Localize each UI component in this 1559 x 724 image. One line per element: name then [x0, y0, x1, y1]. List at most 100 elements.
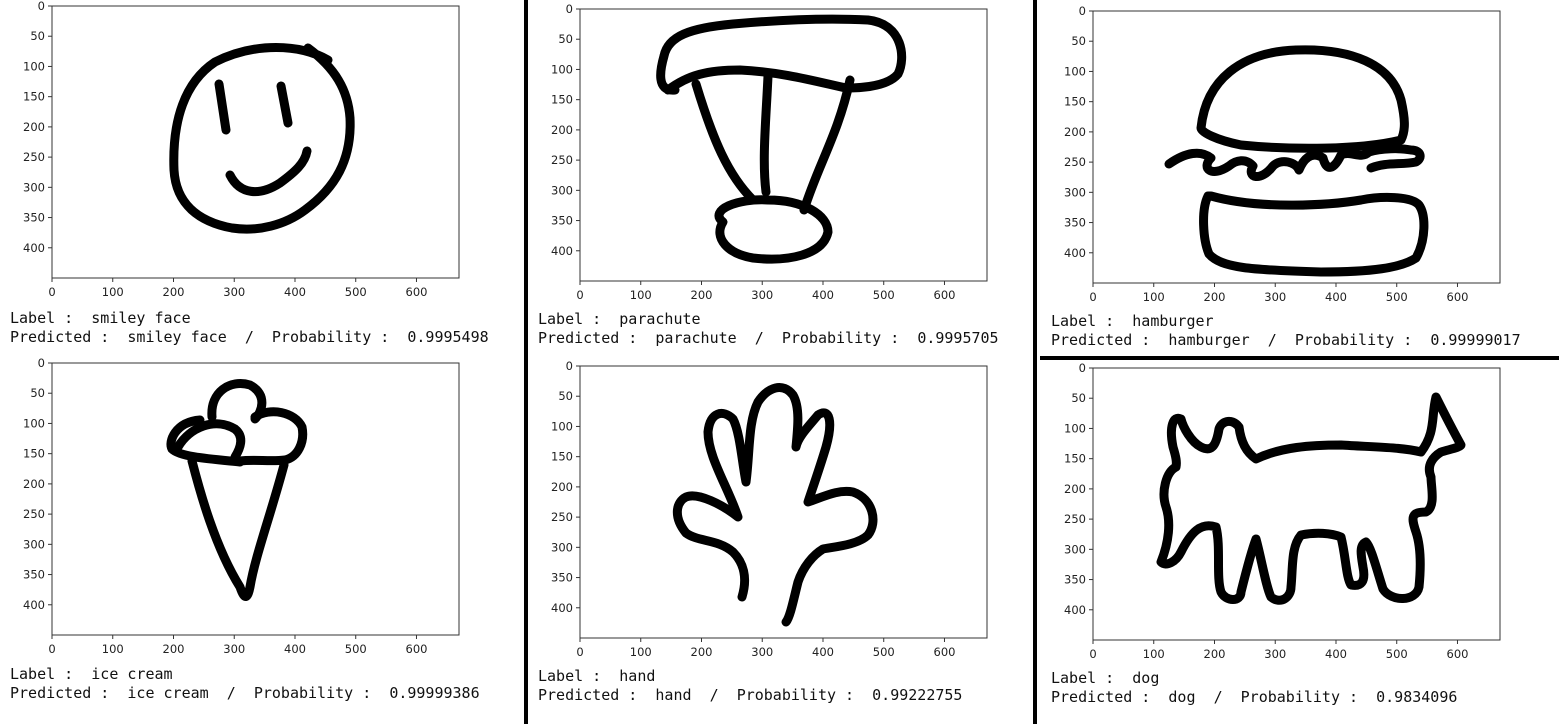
smiley-face-drawing: [169, 43, 355, 234]
y-tick-label: 0: [566, 359, 573, 373]
y-tick-label: 350: [551, 571, 573, 585]
predicted-label: hamburger: [1168, 331, 1250, 349]
y-tick-label: 250: [23, 507, 45, 521]
divider-left: [524, 0, 528, 724]
predicted-label: ice cream: [127, 684, 209, 702]
plot-hand: 0 100 200 300 400 500 600 0 50 100 150 200 250 300 35…: [551, 359, 988, 659]
y-tick-label: 0: [38, 0, 45, 13]
caption: Label : ice cream Predicted : ice cream /…: [10, 665, 480, 703]
probability-value: 0.99999386: [389, 684, 480, 702]
y-tick-label: 350: [23, 211, 45, 225]
y-tick-label: 0: [1079, 4, 1086, 18]
x-tick-label: 400: [812, 288, 834, 302]
panel-parachute: 0 100 200 300 400 500 600 0 50 100 150 200 250 300 35…: [528, 0, 1048, 362]
x-tick-label: 300: [751, 645, 773, 659]
x-axis-ticks: 0 100 200 300 400 500 600: [576, 638, 955, 659]
x-tick-label: 100: [630, 288, 652, 302]
y-tick-label: 150: [551, 93, 573, 107]
y-tick-label: 400: [551, 601, 573, 615]
x-tick-label: 500: [1386, 290, 1408, 304]
y-axis-ticks: 0 50 100 150 200 250 300 350 400: [23, 356, 52, 612]
panel-dog: 0 100 200 300 400 500 600 0 50 100 150 200 250 300 35…: [1041, 357, 1559, 719]
y-tick-label: 50: [1071, 391, 1086, 405]
probability-prefix: Probability :: [1294, 331, 1413, 349]
caption: Label : hand Predicted : hand / Probabili…: [538, 667, 962, 705]
y-tick-label: 100: [551, 62, 573, 76]
x-tick-label: 100: [102, 642, 124, 656]
x-tick-label: 600: [1447, 647, 1469, 661]
y-tick-label: 100: [23, 59, 45, 73]
y-tick-label: 0: [38, 356, 45, 370]
predicted-label: parachute: [655, 329, 737, 347]
separator: /: [1213, 688, 1223, 706]
plot-dog: 0 100 200 300 400 500 600 0 50 100 150 200 250 300 35…: [1064, 361, 1501, 661]
probability-value: 0.9995705: [917, 329, 999, 347]
x-tick-label: 600: [934, 288, 956, 302]
true-label: dog: [1132, 669, 1160, 687]
y-tick-label: 200: [23, 120, 45, 134]
y-tick-label: 300: [1064, 185, 1086, 199]
y-tick-label: 350: [1064, 573, 1086, 587]
y-tick-label: 400: [23, 598, 45, 612]
y-tick-label: 0: [1079, 361, 1086, 375]
probability-prefix: Probability :: [1240, 688, 1359, 706]
x-tick-label: 200: [691, 288, 713, 302]
x-tick-label: 500: [873, 645, 895, 659]
y-tick-label: 150: [23, 90, 45, 104]
y-tick-label: 250: [1064, 512, 1086, 526]
x-axis-ticks: 0 100 200 300 400 500 600: [576, 281, 955, 302]
x-tick-label: 300: [223, 285, 245, 299]
separator: /: [1267, 331, 1277, 349]
y-tick-label: 300: [23, 537, 45, 551]
x-tick-label: 0: [576, 645, 583, 659]
y-tick-label: 200: [551, 480, 573, 494]
y-tick-label: 250: [551, 153, 573, 167]
y-tick-label: 150: [23, 447, 45, 461]
y-tick-label: 400: [551, 244, 573, 258]
x-tick-label: 0: [1089, 647, 1096, 661]
true-label: hamburger: [1132, 312, 1214, 330]
label-prefix: Label :: [1051, 669, 1115, 687]
x-axis-ticks: 0 100 200 300 400 500 600: [1089, 640, 1468, 661]
y-axis-ticks: 0 50 100 150 200 250 300 350 400: [551, 359, 580, 615]
x-tick-label: 400: [284, 285, 306, 299]
x-tick-label: 100: [1143, 647, 1165, 661]
panel-hamburger: 0 100 200 300 400 500 600 0 50 100 150 200 250 300 35…: [1041, 0, 1559, 362]
hamburger-drawing: [1164, 45, 1429, 277]
predicted-prefix: Predicted :: [1051, 331, 1151, 349]
y-tick-label: 250: [551, 510, 573, 524]
y-tick-label: 250: [23, 150, 45, 164]
plot-frame: [579, 8, 988, 282]
probability-prefix: Probability :: [781, 329, 900, 347]
predicted-label: smiley face: [127, 328, 227, 346]
probability-value: 0.9995498: [407, 328, 489, 346]
probability-prefix: Probability :: [253, 684, 372, 702]
separator: /: [226, 684, 236, 702]
x-tick-label: 100: [630, 645, 652, 659]
x-tick-label: 0: [48, 285, 55, 299]
probability-value: 0.99999017: [1430, 331, 1521, 349]
caption: Label : hamburger Predicted : hamburger /…: [1051, 312, 1521, 350]
y-tick-label: 100: [1064, 64, 1086, 78]
true-label: hand: [619, 667, 656, 685]
probability-value: 0.9834096: [1376, 688, 1458, 706]
y-tick-label: 350: [23, 568, 45, 582]
plot-frame: [51, 362, 460, 636]
y-axis-ticks: 0 50 100 150 200 250 300 350 400: [23, 0, 52, 255]
x-tick-label: 500: [1386, 647, 1408, 661]
x-tick-label: 500: [345, 285, 367, 299]
x-tick-label: 400: [1325, 290, 1347, 304]
x-tick-label: 0: [48, 642, 55, 656]
y-tick-label: 150: [1064, 452, 1086, 466]
ice-cream-drawing: [166, 379, 308, 601]
x-tick-label: 400: [284, 642, 306, 656]
parachute-drawing: [656, 14, 907, 264]
x-axis-ticks: 0 100 200 300 400 500 600: [48, 635, 427, 656]
x-tick-label: 600: [406, 285, 428, 299]
y-tick-label: 150: [551, 450, 573, 464]
plot-smiley-face: 0 100 200 300 400 500 600 0 50 100 150 200 250 300 35…: [23, 0, 460, 299]
dog-drawing: [1156, 392, 1466, 605]
divider-right: [1033, 0, 1037, 724]
x-tick-label: 300: [751, 288, 773, 302]
y-tick-label: 250: [1064, 155, 1086, 169]
